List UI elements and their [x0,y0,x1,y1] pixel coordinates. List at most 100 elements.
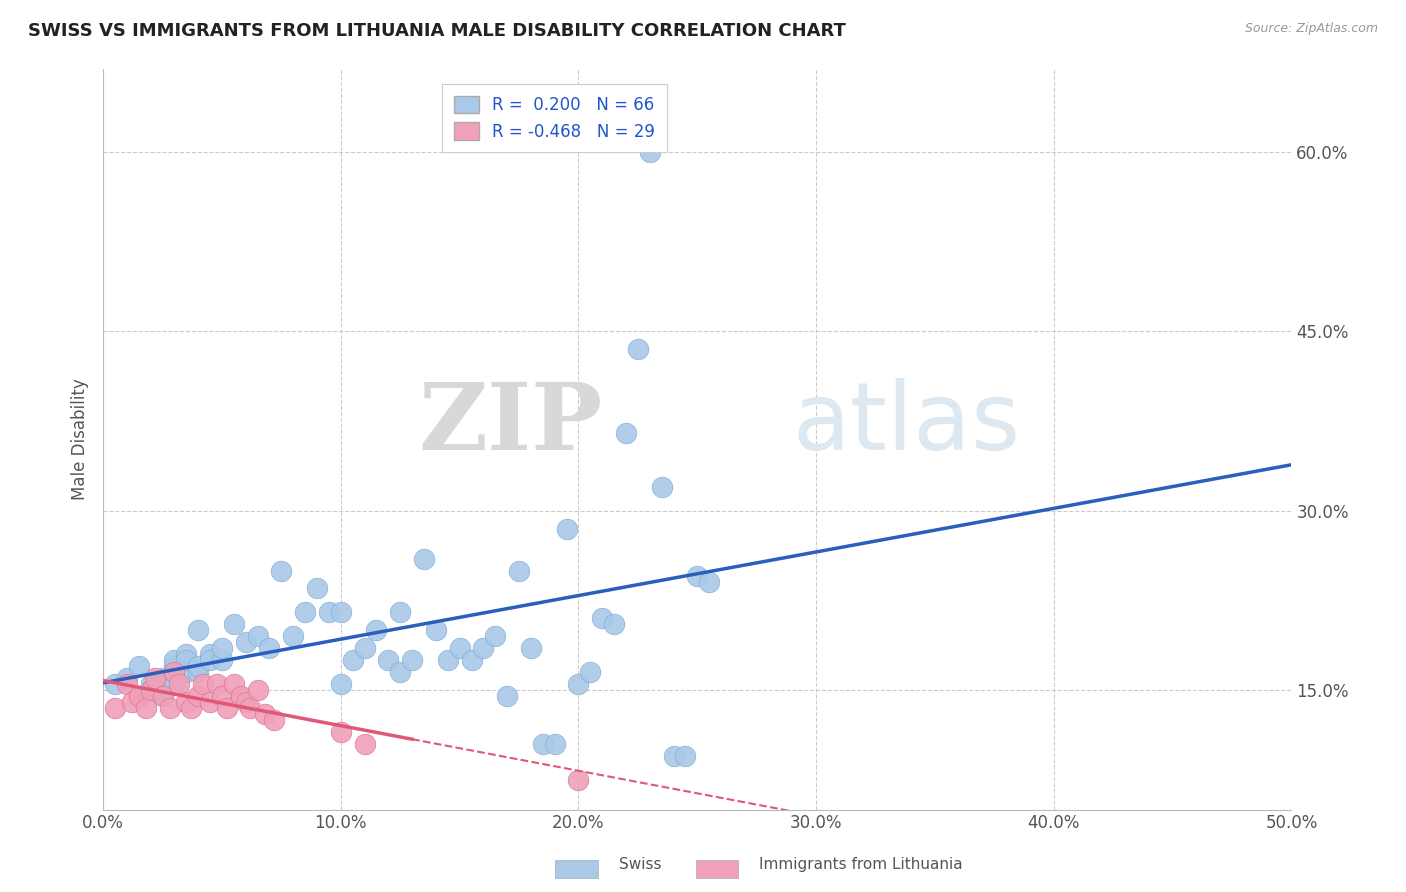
Point [176,653,198,667]
Point [366,624,388,638]
Point [152,671,174,685]
Point [187,624,209,638]
Point [246,683,269,698]
Point [270,564,292,578]
Point [638,145,661,160]
Point [176,665,198,679]
Point [425,624,447,638]
Point [353,737,375,751]
Point [139,683,162,698]
Point [167,677,190,691]
Point [555,522,578,536]
Legend: R =  0.200   N = 66, R = -0.468   N = 29: R = 0.200 N = 66, R = -0.468 N = 29 [443,84,666,153]
Point [198,695,221,709]
Point [115,671,138,685]
Point [496,689,519,703]
Point [603,617,626,632]
Point [283,629,305,643]
Point [673,748,696,763]
Point [627,343,650,357]
Point [246,629,269,643]
Point [163,665,186,679]
Point [159,701,181,715]
Point [222,617,245,632]
Point [579,665,602,679]
Text: SWISS VS IMMIGRANTS FROM LITHUANIA MALE DISABILITY CORRELATION CHART: SWISS VS IMMIGRANTS FROM LITHUANIA MALE … [28,22,846,40]
Point [139,677,162,691]
Point [263,713,285,727]
Point [215,701,238,715]
Point [389,605,412,619]
Text: atlas: atlas [793,378,1021,470]
Point [163,665,186,679]
Point [329,677,352,691]
Point [198,653,221,667]
Point [211,689,233,703]
Point [305,582,328,596]
Point [389,665,412,679]
Point [472,641,495,656]
Point [329,724,352,739]
Point [152,677,174,691]
Point [128,689,150,703]
Point [318,605,340,619]
Point [413,551,436,566]
Point [508,564,530,578]
Point [128,689,150,703]
Y-axis label: Male Disability: Male Disability [72,378,89,500]
Point [353,641,375,656]
Text: ZIP: ZIP [418,379,602,469]
Point [544,737,567,751]
Point [152,689,174,703]
Point [211,653,233,667]
Point [239,701,262,715]
Point [104,677,127,691]
Point [128,659,150,673]
Point [121,695,143,709]
Point [176,695,198,709]
Point [191,677,214,691]
Point [377,653,399,667]
Point [187,665,209,679]
Point [484,629,506,643]
Point [187,689,209,703]
Point [205,677,228,691]
Point [176,647,198,661]
Point [401,653,423,667]
Point [253,706,276,721]
Point [139,683,162,698]
Point [567,677,589,691]
Point [235,695,257,709]
Point [449,641,471,656]
Point [329,605,352,619]
Point [651,480,673,494]
Point [115,677,138,691]
Point [211,641,233,656]
Point [436,653,458,667]
Point [180,701,202,715]
Point [152,689,174,703]
Point [520,641,543,656]
Point [259,641,281,656]
Text: Source: ZipAtlas.com: Source: ZipAtlas.com [1244,22,1378,36]
Point [567,772,589,787]
Text: Swiss: Swiss [619,857,661,872]
Point [229,689,252,703]
Point [222,677,245,691]
Point [135,701,157,715]
Point [163,653,186,667]
Point [342,653,364,667]
Point [104,701,127,715]
Point [294,605,316,619]
Point [163,677,186,691]
Point [531,737,554,751]
Point [686,569,709,583]
Point [145,671,167,685]
Point [235,635,257,649]
Point [697,575,720,590]
Text: Immigrants from Lithuania: Immigrants from Lithuania [759,857,963,872]
Point [198,647,221,661]
Point [187,659,209,673]
Point [163,659,186,673]
Point [460,653,482,667]
